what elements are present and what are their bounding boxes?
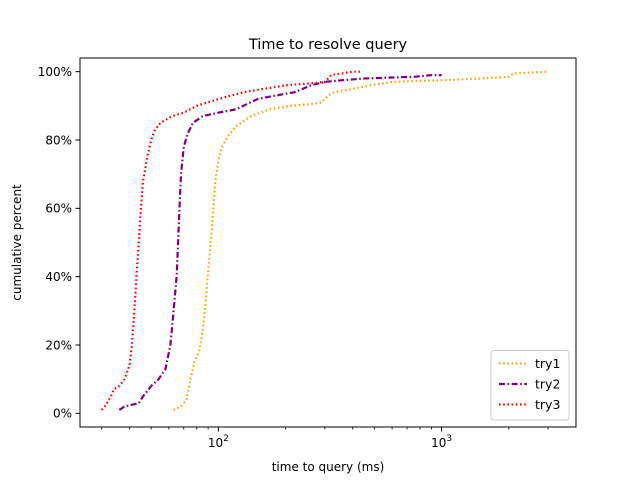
x-tick-label: 103 bbox=[431, 434, 452, 450]
y-tick-label: 20% bbox=[45, 338, 72, 352]
y-tick-label: 40% bbox=[45, 270, 72, 284]
legend-label-try2: try2 bbox=[535, 377, 560, 392]
y-tick-label: 60% bbox=[45, 202, 72, 216]
x-axis: 102 103 bbox=[101, 427, 549, 450]
y-tick-label: 0% bbox=[53, 407, 72, 421]
y-axis-label: cumulative percent bbox=[10, 184, 24, 301]
plot-lines bbox=[100, 70, 549, 411]
series-line-try3 bbox=[100, 70, 362, 411]
plot-frame bbox=[79, 57, 577, 428]
y-axis: 0% 20% 40% 60% 80% 100% bbox=[38, 65, 80, 421]
x-axis-label: time to query (ms) bbox=[272, 460, 385, 474]
x-tick-label: 102 bbox=[208, 434, 229, 450]
legend-box bbox=[490, 350, 570, 421]
legend-label-try3: try3 bbox=[535, 397, 560, 412]
legend-label-try1: try1 bbox=[535, 356, 560, 371]
y-tick-label: 100% bbox=[38, 65, 72, 79]
chart-title: Time to resolve query bbox=[248, 37, 408, 53]
series-line-try2 bbox=[118, 74, 442, 411]
y-tick-label: 80% bbox=[45, 133, 72, 147]
legend: try1 try2 try3 bbox=[490, 350, 570, 421]
